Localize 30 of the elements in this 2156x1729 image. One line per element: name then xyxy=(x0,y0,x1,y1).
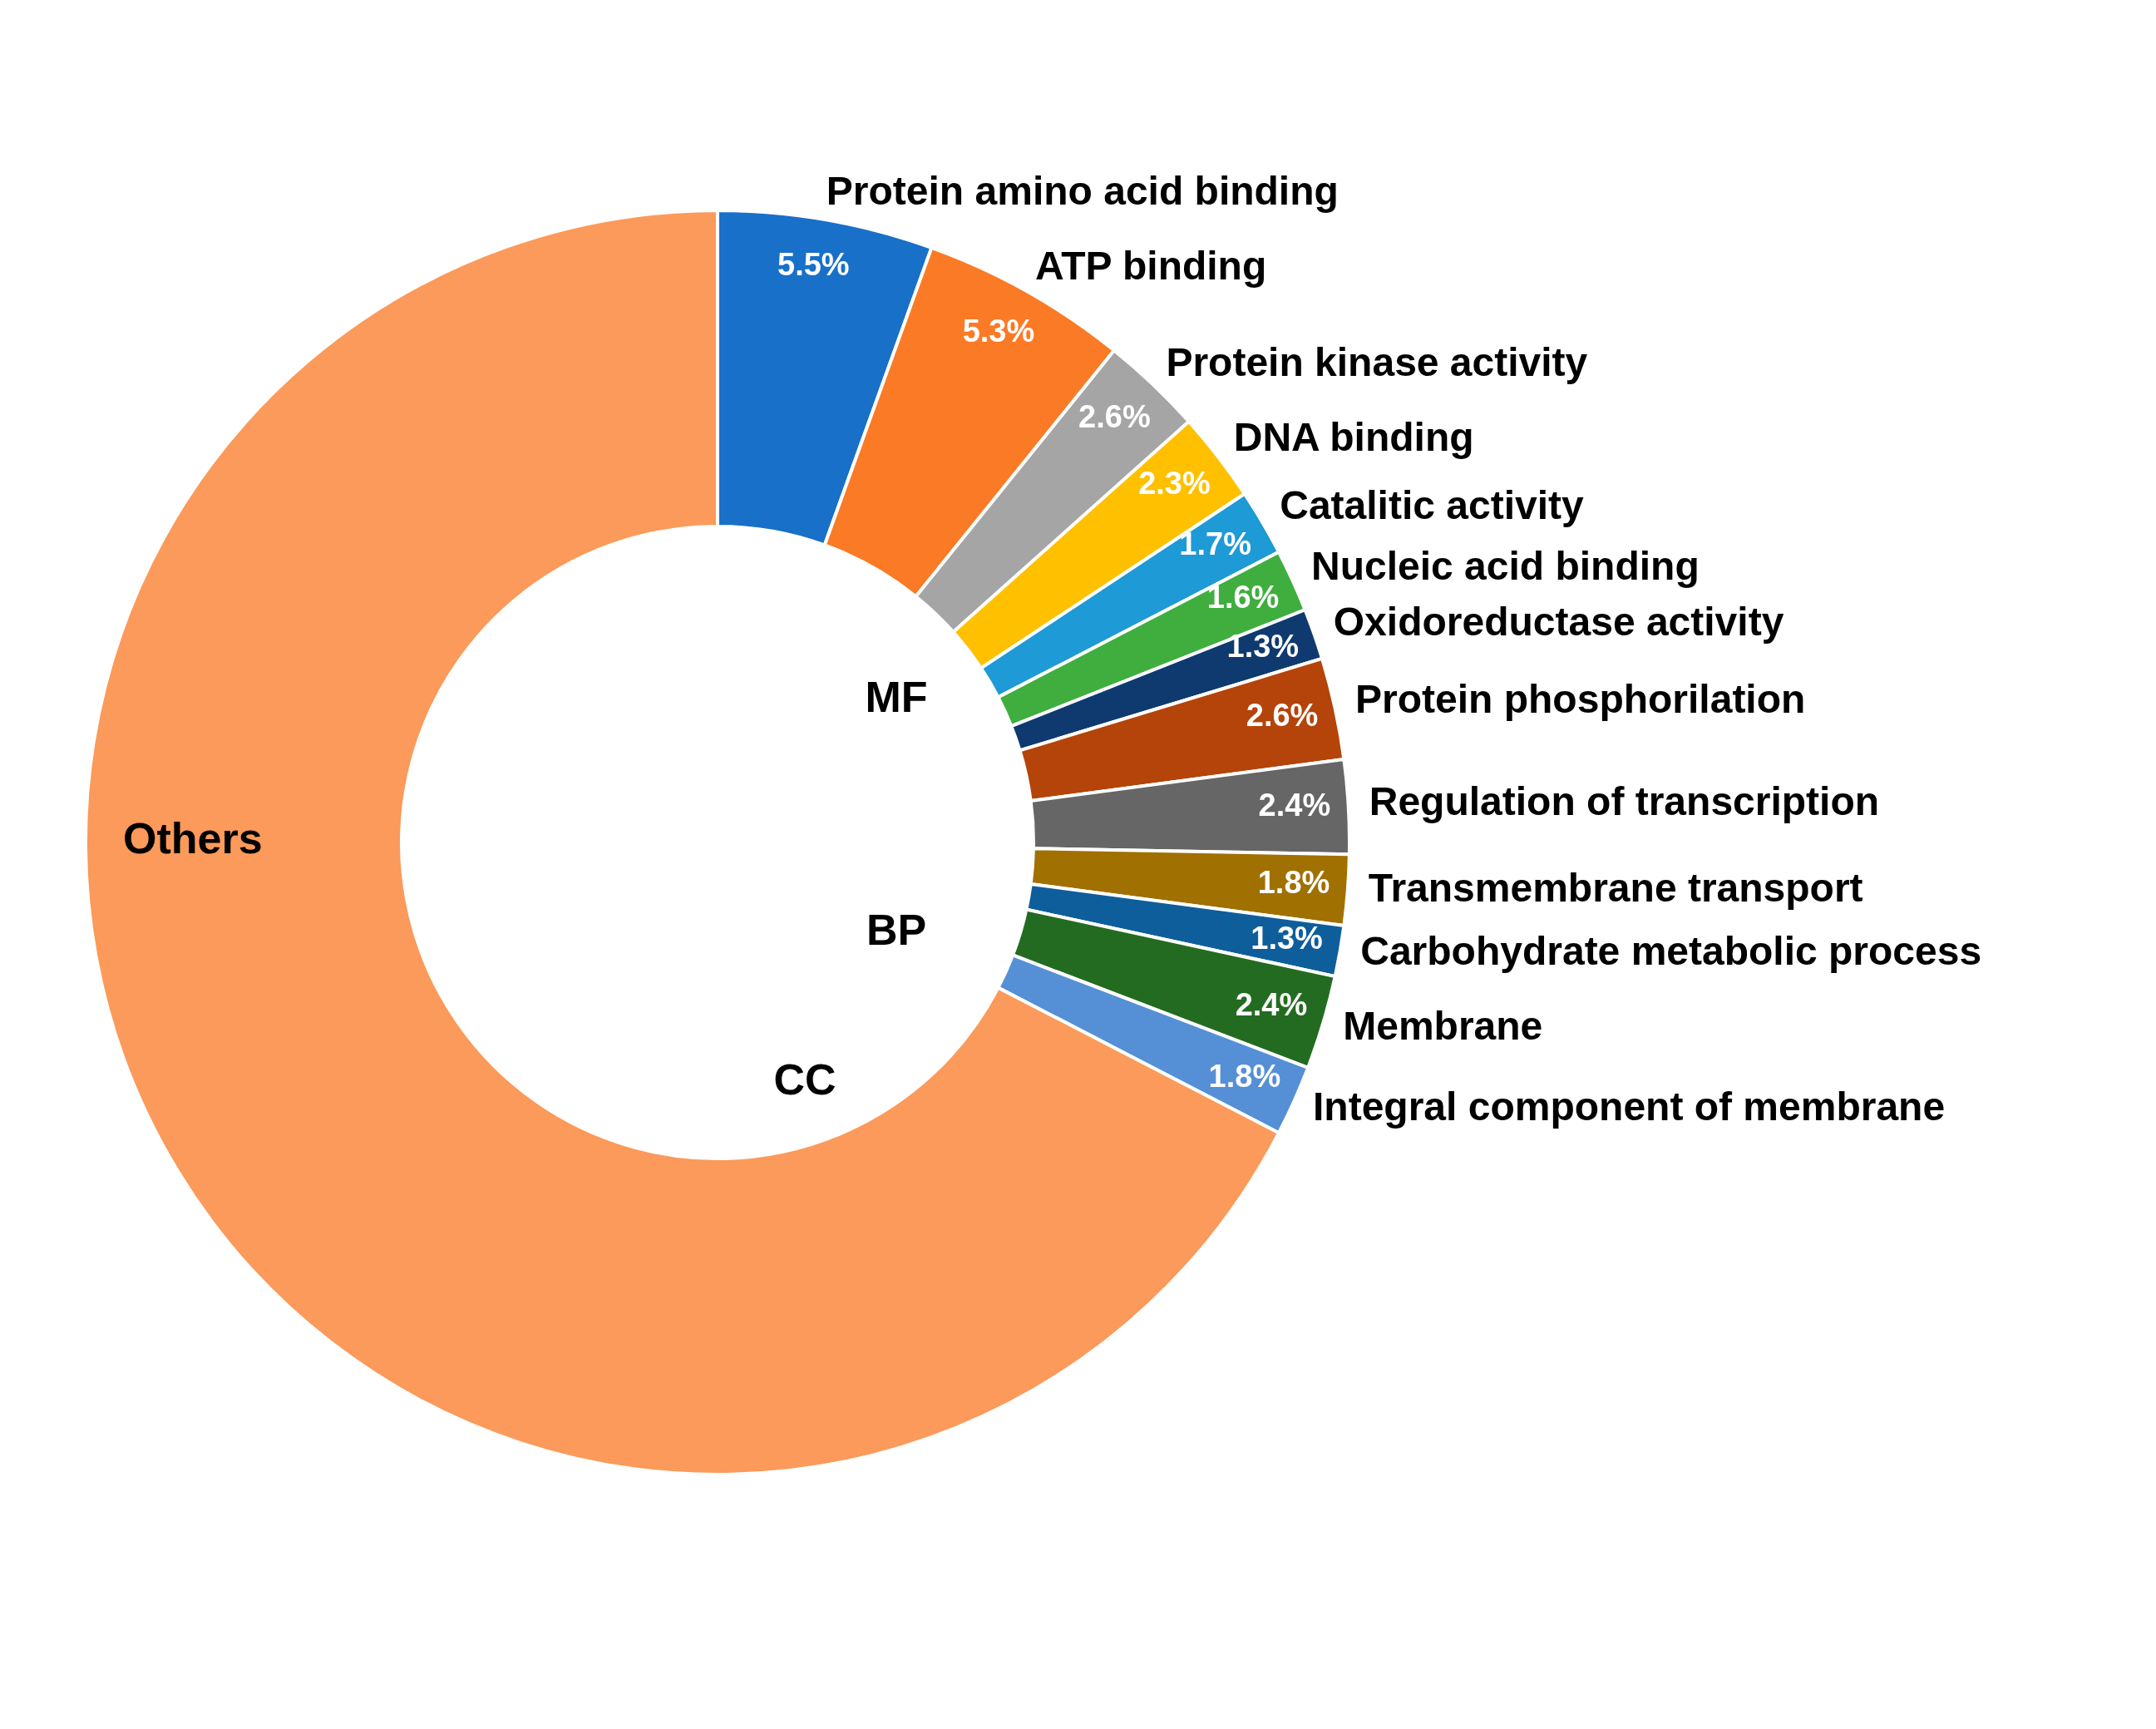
data-label: 2.6% xyxy=(1246,697,1319,733)
slice-label: Membrane xyxy=(1343,1003,1543,1048)
data-label: 1.8% xyxy=(1208,1059,1281,1094)
slice-label: Nucleic acid binding xyxy=(1310,544,1700,589)
slice-label: DNA binding xyxy=(1233,415,1474,460)
text: MF xyxy=(865,673,928,721)
slice-label: Catalitic activity xyxy=(1280,483,1585,528)
data-label: 1.8% xyxy=(1257,864,1330,900)
data-label: 2.4% xyxy=(1235,986,1308,1022)
slice-label: Transmembrane transport xyxy=(1368,866,1863,911)
slice-label: Oxidoreductase activity xyxy=(1333,599,1784,644)
data-label: 5.5% xyxy=(777,247,850,283)
slice-label: Carbohydrate metabolic process xyxy=(1360,929,1982,974)
slice-label: Protein amino acid binding xyxy=(826,169,1339,214)
data-label: 2.6% xyxy=(1078,398,1151,434)
data-label: 1.6% xyxy=(1206,579,1280,615)
data-label: 1.3% xyxy=(1226,629,1300,664)
data-label: 2.4% xyxy=(1258,788,1331,823)
data-label: 1.7% xyxy=(1179,526,1251,561)
slice-label: Protein phosphorilation xyxy=(1355,677,1806,722)
slice-label: Regulation of transcription xyxy=(1369,778,1880,823)
slice-label: ATP binding xyxy=(1035,243,1267,288)
data-label: 1.3% xyxy=(1251,921,1323,956)
data-label: 2.3% xyxy=(1138,465,1211,501)
slice-label: Others xyxy=(123,814,263,862)
data-label: 5.3% xyxy=(962,313,1035,348)
text: CC xyxy=(773,1055,836,1104)
text: BP xyxy=(866,906,927,954)
slice-label: Integral component of membrane xyxy=(1313,1084,1946,1129)
slice-label: Protein kinase activity xyxy=(1166,340,1588,385)
